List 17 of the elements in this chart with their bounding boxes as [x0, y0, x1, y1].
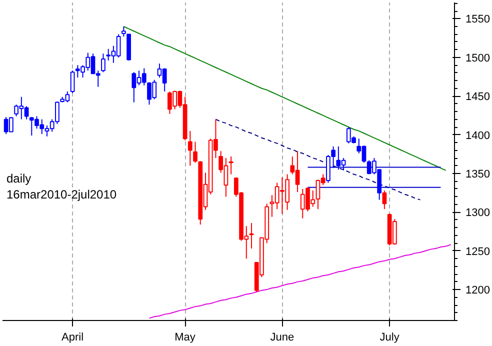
line-series: [148, 244, 452, 319]
y-tick-label: 1400: [466, 130, 490, 142]
y-tick-label: 1200: [466, 284, 490, 297]
annotation: daily: [6, 172, 32, 186]
annotation: 16mar2010-2jul2010: [6, 188, 117, 202]
y-tick-label: 1250: [466, 246, 490, 258]
line-series: [123, 26, 446, 171]
x-tick-label: June: [270, 332, 294, 344]
y-tick-label: 1550: [466, 14, 490, 26]
y-tick-label: 1300: [466, 207, 490, 220]
y-tick-label: 1450: [466, 91, 490, 104]
y-tick-label: 1500: [466, 52, 490, 64]
y-tick-label: 1350: [466, 168, 490, 180]
x-tick-label: May: [174, 332, 196, 344]
x-tick-label: July: [380, 332, 400, 344]
x-tick-label: April: [62, 332, 84, 344]
candlestick: [188, 130, 192, 166]
